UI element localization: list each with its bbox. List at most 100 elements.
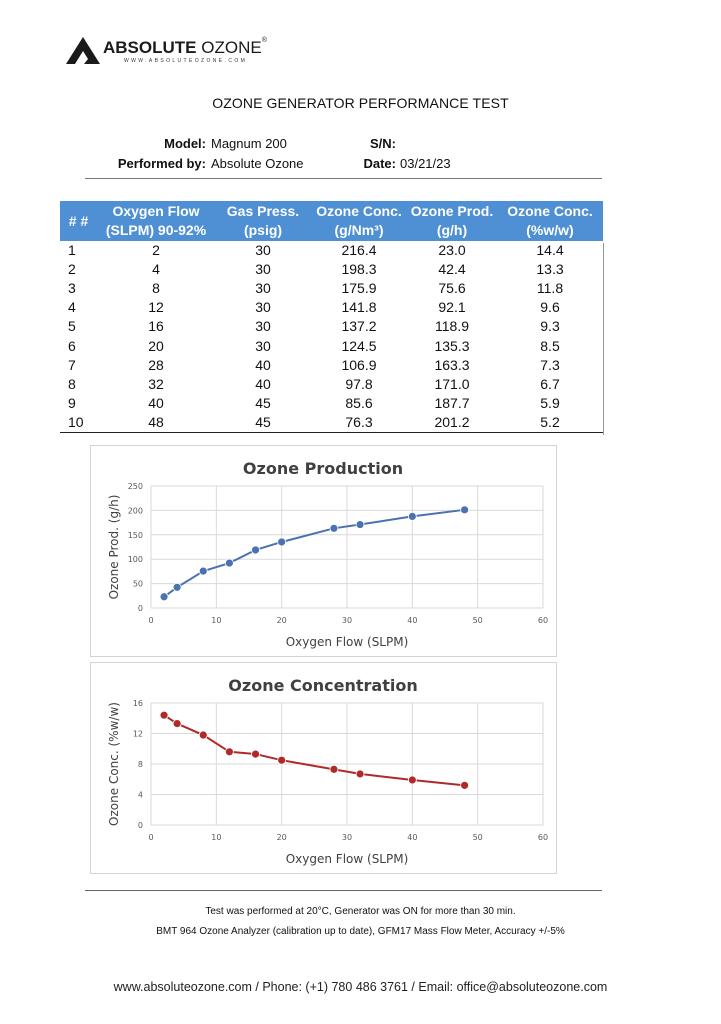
table-right-border xyxy=(603,243,604,435)
data-point xyxy=(355,520,365,529)
data-point xyxy=(329,764,339,774)
table-cell: 198.3 xyxy=(341,261,377,278)
table-header-row: # # Oxygen Flow (SLPM) 90-92% Gas Press.(… xyxy=(60,201,603,241)
data-point xyxy=(159,592,169,602)
triangle-logo-icon xyxy=(66,37,100,64)
table-cell: 30 xyxy=(255,280,271,297)
table-cell: 12 xyxy=(148,299,164,316)
series-line xyxy=(163,508,465,598)
data-point xyxy=(198,566,208,576)
table-cell: 9 xyxy=(68,394,76,411)
x-tick-label: 40 xyxy=(407,616,417,625)
table-cell: 40 xyxy=(255,356,271,373)
y-tick-label: 200 xyxy=(128,506,143,515)
x-tick-label: 30 xyxy=(342,616,352,625)
x-tick-label: 40 xyxy=(407,833,417,842)
y-tick-label: 0 xyxy=(138,821,143,830)
logo-url: WWW.ABSOLUTEOZONE.COM xyxy=(124,58,248,64)
series-line xyxy=(163,714,465,787)
data-point xyxy=(224,558,234,568)
table-cell: 8 xyxy=(152,280,160,297)
test-conditions-note: Test was performed at 20°C, Generator wa… xyxy=(205,906,516,917)
table-cell: 201.2 xyxy=(407,412,497,433)
table-cell: 5 xyxy=(68,318,76,335)
column-header-ozone-prod: Ozone Prod. (g/h) xyxy=(407,201,497,241)
y-tick-label: 12 xyxy=(133,730,143,739)
x-tick-label: 60 xyxy=(538,833,548,842)
contact-info: www.absoluteozone.com / Phone: (+1) 780 … xyxy=(113,980,608,994)
table-cell: 40 xyxy=(255,375,271,392)
table-cell: 32 xyxy=(148,375,164,392)
x-tick-label: 50 xyxy=(473,833,483,842)
x-tick-label: 0 xyxy=(148,833,153,842)
model-value: Magnum 200 xyxy=(211,136,287,151)
date-value: 03/21/23 xyxy=(400,156,451,171)
data-point xyxy=(198,730,208,740)
table-cell: 11.8 xyxy=(536,280,564,297)
data-point xyxy=(277,537,287,547)
table-cell: 23.0 xyxy=(438,242,466,259)
table-cell: 30 xyxy=(255,299,271,316)
table-cell: 97.8 xyxy=(345,375,373,392)
table-cell: 92.1 xyxy=(438,299,466,316)
column-header-gas-pressure: Gas Press. (psig) xyxy=(215,201,311,241)
x-tick-label: 60 xyxy=(538,616,548,625)
y-tick-label: 4 xyxy=(138,791,143,800)
table-cell: 106.9 xyxy=(341,356,377,373)
data-point xyxy=(329,523,339,533)
table-cell: 75.6 xyxy=(438,280,466,297)
table-cell: 4 xyxy=(68,299,76,316)
table-cell: 9.3 xyxy=(540,318,560,335)
x-tick-label: 30 xyxy=(342,833,352,842)
table-cell: 141.8 xyxy=(341,299,377,316)
table-cell: 30 xyxy=(255,261,271,278)
x-axis-label: Oxygen Flow (SLPM) xyxy=(286,852,409,866)
performance-table: # # Oxygen Flow (SLPM) 90-92% Gas Press.(… xyxy=(60,201,603,433)
column-header-oxygen-flow: Oxygen Flow (SLPM) 90-92% xyxy=(97,201,215,241)
table-cell: 216.4 xyxy=(341,242,377,259)
table-row: 2 4 30 198.3 42.4 13.3 xyxy=(60,260,603,279)
table-row: 5 16 30 137.2 118.9 9.3 xyxy=(60,317,603,336)
column-header-ozone-conc-gnm3: Ozone Conc. (g/Nm³) xyxy=(311,201,407,241)
table-cell: 45 xyxy=(215,412,311,433)
data-point xyxy=(355,769,365,779)
table-cell: 7.3 xyxy=(540,356,560,373)
table-cell: 20 xyxy=(148,337,164,354)
x-axis-label: Oxygen Flow (SLPM) xyxy=(286,635,409,649)
table-cell: 171.0 xyxy=(434,375,470,392)
ozone-production-plot: Ozone Production 0 50 100 150 200 250 0 10 20 30 40… xyxy=(107,459,548,649)
table-cell: 16 xyxy=(148,318,164,335)
table-cell: 8.5 xyxy=(540,337,560,354)
column-header-ozone-conc-ww: Ozone Conc. (%w/w) xyxy=(497,201,603,241)
table-row: 3 8 30 175.9 75.6 11.8 xyxy=(60,279,603,298)
table-row: 7 28 40 106.9 163.3 7.3 xyxy=(60,356,603,375)
table-cell: 13.3 xyxy=(536,261,564,278)
x-tick-label: 50 xyxy=(473,616,483,625)
data-point xyxy=(277,755,287,765)
table-cell: 7 xyxy=(68,356,76,373)
table-row: 4 12 30 141.8 92.1 9.6 xyxy=(60,298,603,317)
table-cell: 187.7 xyxy=(434,394,470,411)
table-cell: 124.5 xyxy=(341,337,377,354)
y-tick-label: 50 xyxy=(133,580,143,589)
table-cell: 6.7 xyxy=(540,375,560,392)
table-cell: 28 xyxy=(148,356,164,373)
table-cell: 137.2 xyxy=(341,318,377,335)
equipment-note: BMT 964 Ozone Analyzer (calibration up t… xyxy=(156,926,565,937)
table-row: 9 40 45 85.6 187.7 5.9 xyxy=(60,394,603,413)
table-cell: 8 xyxy=(68,375,76,392)
data-point xyxy=(172,582,182,592)
data-point xyxy=(251,749,260,759)
table-row: 10 48 45 76.3 201.2 5.2 xyxy=(60,412,603,433)
performed-by-value: Absolute Ozone xyxy=(211,156,304,171)
x-tick-label: 20 xyxy=(277,833,287,842)
table-cell: 163.3 xyxy=(434,356,470,373)
table-cell: 118.9 xyxy=(435,318,469,335)
date-label: Date: xyxy=(363,156,396,171)
table-cell: 3 xyxy=(68,280,76,297)
data-point xyxy=(159,710,169,720)
y-tick-label: 250 xyxy=(128,482,143,491)
data-point xyxy=(407,512,417,521)
table-cell: 1 xyxy=(68,242,76,259)
table-cell: 76.3 xyxy=(311,412,407,433)
